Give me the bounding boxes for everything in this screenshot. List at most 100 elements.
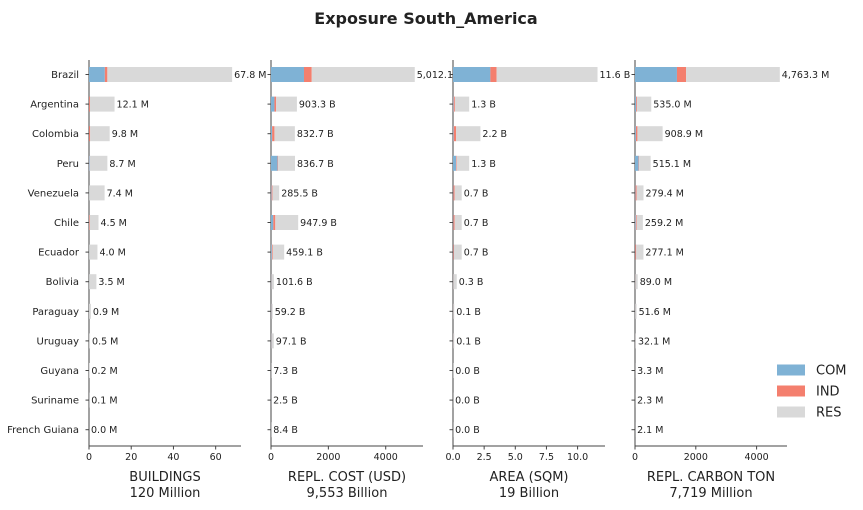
x-axis-label: AREA (SQM)	[489, 470, 568, 485]
bar-value-label: 0.0 B	[455, 425, 480, 436]
bar-res	[89, 274, 97, 290]
bar-value-label: 279.4 M	[645, 188, 683, 199]
bar-ind	[635, 244, 637, 260]
bar-res	[89, 215, 99, 230]
x-tick-label: 0	[86, 452, 92, 463]
bar-value-label: 1.3 B	[471, 100, 496, 111]
bar-com	[271, 67, 304, 82]
bar-ind	[453, 126, 457, 142]
bar-value-label: 459.1 B	[286, 248, 323, 259]
bar-com	[635, 155, 639, 171]
country-label: Brazil	[51, 70, 79, 81]
bar-ind	[303, 67, 312, 82]
country-label: Guyana	[40, 366, 79, 377]
x-tick-label: 20	[125, 452, 137, 463]
bar-res	[636, 185, 644, 201]
bar-value-label: 0.0 B	[455, 366, 480, 377]
country-label: Suriname	[31, 396, 79, 407]
chart-title: Exposure South_America	[314, 9, 537, 28]
bar-ind	[104, 67, 108, 82]
bar-res	[635, 333, 636, 349]
bar-ind	[89, 215, 90, 230]
bar-res	[635, 303, 637, 319]
bar-value-label: 0.1 B	[456, 336, 481, 347]
bar-ind	[635, 126, 638, 142]
bar-com	[635, 126, 636, 142]
bar-res	[453, 333, 455, 349]
bar-res	[89, 333, 91, 349]
bar-value-label: 0.3 B	[459, 277, 484, 288]
bar-value-label: 4.5 M	[101, 218, 127, 229]
panel-3: 0.0 2.5 5.0 7.5 10.0 11.6 B 1.3 B 2.2 B 1.3 B 0.7…	[445, 60, 630, 501]
bar-ind	[635, 185, 637, 201]
bar-value-label: 4.0 M	[99, 248, 125, 259]
bar-value-label: 12.1 M	[117, 100, 149, 111]
bar-res	[454, 185, 462, 201]
panel-2: 0 2000 4000 5,012.1 B 903.3 B 832.7 B 836.7 B 2…	[267, 60, 463, 501]
bar-res	[686, 67, 780, 82]
bar-value-label: 3.5 M	[98, 277, 124, 288]
x-tick-label: 5.0	[508, 452, 523, 463]
bar-value-label: 59.2 B	[275, 307, 306, 318]
bar-res	[635, 274, 638, 290]
bar-value-label: 89.0 M	[640, 277, 672, 288]
bar-value-label: 0.0 M	[91, 425, 117, 436]
bar-value-label: 97.1 B	[276, 336, 307, 347]
x-axis-label: REPL. COST (USD)	[288, 470, 406, 485]
bar-ind	[277, 155, 279, 171]
bar-ind	[453, 244, 454, 260]
x-tick-label: 10.0	[567, 452, 588, 463]
bar-res	[637, 96, 652, 112]
country-label: Paraguay	[32, 307, 79, 318]
bar-value-label: 101.6 B	[276, 277, 313, 288]
country-label: Argentina	[30, 100, 79, 111]
x-tick-label: 40	[167, 452, 179, 463]
panel-4: 0 2000 4000 4,763.3 M 535.0 M 908.9 M 515.1 M 2…	[631, 60, 829, 501]
legend-swatch	[777, 364, 805, 376]
bar-com	[635, 96, 637, 112]
bar-value-label: 2.2 B	[482, 129, 507, 140]
bar-value-label: 0.7 B	[464, 188, 489, 199]
bar-res	[89, 185, 105, 201]
bar-res	[90, 126, 110, 142]
bar-ind	[271, 185, 273, 201]
bar-ind	[453, 185, 455, 201]
bar-res	[311, 67, 415, 82]
bar-ind	[635, 215, 637, 230]
x-axis-label: REPL. CARBON TON	[647, 470, 775, 485]
bar-value-label: 7.3 B	[273, 366, 298, 377]
bar-ind	[89, 126, 91, 142]
bar-res	[636, 215, 643, 230]
x-tick-label: 2.5	[477, 452, 492, 463]
bar-ind	[456, 155, 457, 171]
bar-res	[637, 126, 663, 142]
bar-ind	[274, 96, 277, 112]
bar-com	[271, 215, 274, 230]
bar-value-label: 5,012.1 B	[417, 70, 463, 81]
bar-ind	[271, 244, 273, 260]
bar-value-label: 2.1 M	[637, 425, 663, 436]
country-label: Colombia	[32, 129, 79, 140]
bar-value-label: 2.5 B	[273, 396, 298, 407]
country-label: Venezuela	[28, 188, 79, 199]
bar-value-label: 0.7 B	[464, 248, 489, 259]
country-label: Chile	[54, 218, 79, 229]
x-tick-label: 0	[632, 452, 638, 463]
bar-value-label: 285.5 B	[281, 188, 318, 199]
bar-res	[456, 126, 481, 142]
bar-com	[453, 67, 491, 82]
bar-value-label: 11.6 B	[600, 70, 631, 81]
x-tick-label: 60	[210, 452, 222, 463]
country-label: French Guiana	[7, 425, 79, 436]
bar-com	[635, 215, 636, 230]
legend-swatch	[777, 406, 805, 418]
bar-ind	[676, 67, 687, 82]
x-tick-label: 4000	[374, 452, 398, 463]
panel-1: 0 20 40 60 67.8 M 12.1 M 9.8 M 8.7 M 7.4 M 4.5 M 4…	[85, 60, 267, 501]
bar-ind	[490, 67, 497, 82]
x-axis-label: BUILDINGS	[129, 470, 200, 485]
bar-res	[456, 155, 470, 171]
bar-value-label: 832.7 B	[297, 129, 334, 140]
x-axis-total: 7,719 Million	[669, 486, 752, 501]
x-axis-total: 9,553 Billion	[307, 486, 388, 501]
